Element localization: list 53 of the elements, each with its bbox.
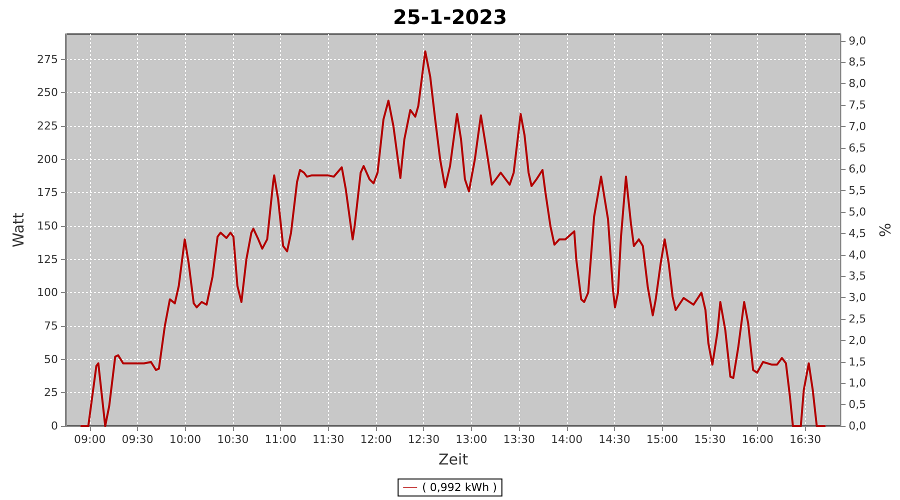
y2-tick-label: 0,0 [848,420,866,432]
y-tick-label: 200 [37,152,58,166]
x-tick-label: 15:00 [646,433,678,446]
y-tick-label: 275 [37,52,58,66]
y2-tick-label: 7,5 [848,98,866,112]
y2-tick-label: 4,0 [848,248,866,262]
x-tick-label: 14:30 [598,433,630,446]
y-tick-label: 150 [37,220,58,232]
y2-tick-label: 6,0 [848,162,866,176]
x-tick-label: 16:30 [789,433,822,446]
y-axis-title: Watt [10,212,28,248]
x-tick-label: 11:00 [264,433,296,446]
x-axis-title: Zeit [438,450,468,468]
y2-tick-label: 2,5 [848,312,866,326]
x-tick-label: 10:30 [217,433,249,446]
y-tick-label: 250 [37,86,58,100]
y2-tick-label: 8,5 [848,56,866,69]
y-tick-label: 175 [37,186,58,200]
x-tick-label: 12:30 [408,433,440,446]
x-tick-label: 10:00 [169,433,202,446]
x-tick-label: 13:00 [456,433,488,446]
y-tick-label: 50 [44,352,58,366]
y-tick-label: 75 [44,320,58,332]
x-tick-label: 12:00 [360,433,392,446]
legend-label: ( 0,992 kWh ) [422,481,497,494]
x-tick-label: 09:00 [74,433,106,446]
y-tick-label: 225 [37,120,58,132]
y-tick-label: 25 [44,386,58,400]
x-tick-label: 14:00 [550,433,583,446]
y2-tick-label: 1,0 [848,376,866,390]
y2-tick-label: 7,0 [848,120,866,133]
y2-tick-label: 3,5 [848,270,866,283]
chart-title: 25-1-2023 [392,5,508,29]
y2-axis-title: % [876,222,894,238]
x-tick-label: 09:30 [122,433,154,446]
x-tick-label: 15:30 [694,433,726,446]
y2-tick-label: 6,5 [848,141,866,154]
y2-tick-label: 3,0 [848,291,866,304]
x-tick-label: 16:00 [742,433,774,446]
y2-tick-label: 4,5 [848,226,866,240]
x-tick-label: 11:30 [312,433,344,446]
y2-tick-label: 5,0 [848,206,866,219]
y2-tick-label: 5,5 [848,184,866,198]
y2-tick-label: 0,5 [848,398,866,412]
y-tick-label: 100 [37,286,58,300]
x-tick-label: 13:30 [503,433,535,446]
y-tick-label: 0 [51,420,58,432]
y2-tick-label: 8,0 [848,77,866,90]
y2-tick-label: 1,5 [848,355,866,368]
y-tick-label: 125 [37,252,58,266]
y2-tick-label: 2,0 [848,334,866,347]
y2-tick-label: 9,0 [848,34,866,48]
line-series [80,50,826,427]
